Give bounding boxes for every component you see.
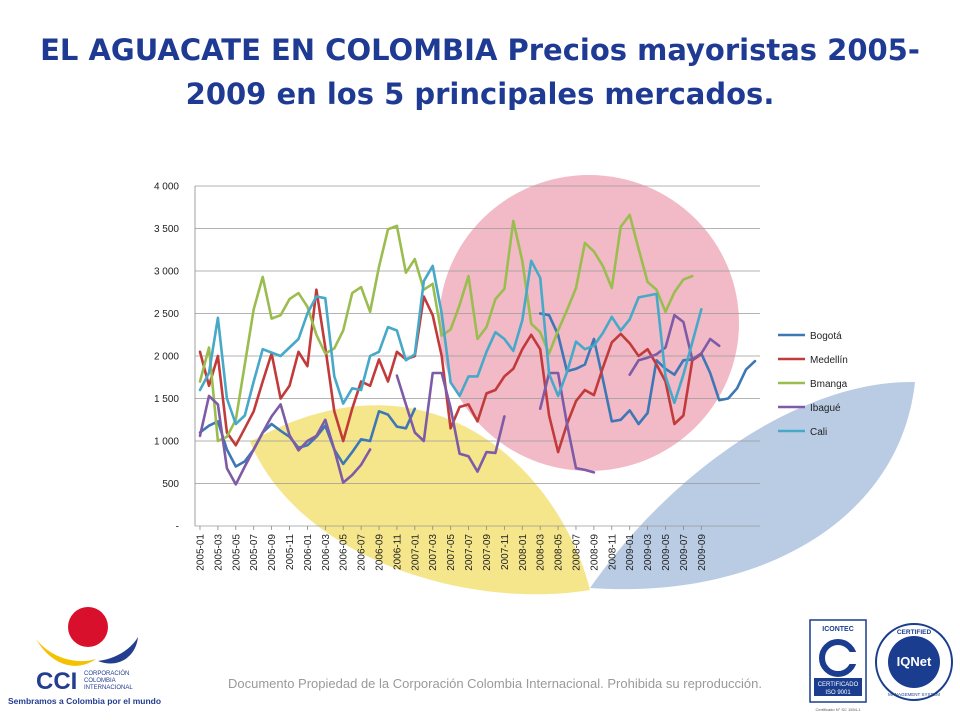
icontec-code: Certificado N° SC 1554-1 [816, 707, 862, 712]
legend-label: Bmanga [810, 379, 848, 390]
logo-cci-text: CCI [36, 668, 77, 695]
series-line-3 [198, 313, 721, 486]
x-tick-label: 2007-07 [464, 534, 475, 571]
iqnet-ring-text: CERTIFIED [897, 629, 932, 636]
x-tick-label: 2005-03 [213, 534, 224, 571]
x-tick-label: 2008-11 [607, 534, 618, 570]
legend-label: Bogotá [810, 331, 842, 342]
y-tick-label: 3 000 [154, 267, 179, 278]
y-tick-label: 4 000 [154, 182, 179, 193]
icontec-iso-label: ISO 9001 [825, 690, 851, 696]
iqnet-inner-icon [888, 636, 940, 688]
x-tick-label: 2007-05 [446, 534, 457, 571]
logo-tagline: Sembramos a Colombia por el mundo [8, 696, 161, 706]
pink-circle-shape [439, 175, 739, 471]
x-tick-label: 2008-05 [554, 534, 565, 571]
y-tick-label: 1 500 [154, 394, 179, 405]
x-tick-label: 2009-01 [625, 534, 636, 571]
iqnet-bottom-text: MANAGEMENT SYSTEM [888, 692, 940, 697]
logo-org-line3: INTERNACIONAL [84, 685, 133, 691]
y-tick-label: 2 000 [154, 352, 179, 363]
x-tick-label: 2009-03 [643, 534, 654, 571]
x-tick-label: 2008-03 [536, 534, 547, 571]
x-tick-label: 2005-11 [285, 534, 296, 570]
x-tick-label: 2005-01 [196, 534, 207, 571]
slide-title: EL AGUACATE EN COLOMBIA Precios mayorist… [40, 33, 920, 111]
x-tick-label: 2009-07 [679, 534, 690, 571]
chart-legend: Bogotá Medellín Bmanga Ibagué Cali [778, 331, 848, 438]
iqnet-brand: IQNet [897, 654, 932, 669]
x-tick-label: 2005-07 [249, 534, 260, 571]
x-tick-label: 2005-09 [267, 534, 278, 571]
legend-label: Ibagué [810, 403, 841, 414]
x-tick-label: 2009-05 [661, 534, 672, 571]
logo-blue-swoosh-icon [98, 637, 138, 664]
footer-notice: Documento Propiedad de la Corporación Co… [227, 676, 763, 691]
legend-label: Medellín [810, 355, 848, 366]
x-tick-label: 2006-11 [392, 534, 403, 570]
logo-org-line2: COLOMBIA [84, 678, 116, 684]
x-tick-label: 2007-01 [410, 534, 421, 571]
x-tick-label: 2006-01 [303, 534, 314, 571]
y-tick-label: 500 [162, 479, 179, 490]
series-line-2 [198, 213, 694, 443]
x-tick-label: 2006-09 [375, 534, 386, 571]
series-line-4 [198, 259, 703, 426]
x-tick-label: 2008-09 [589, 534, 600, 571]
icontec-c-gap [846, 652, 858, 664]
x-tick-label: 2007-11 [500, 534, 511, 570]
series-line-1 [198, 288, 703, 454]
logo-red-circle-icon [68, 607, 108, 647]
logo-yellow-swoosh-icon [36, 639, 96, 666]
x-tick-label: 2006-07 [357, 534, 368, 571]
certification-logos: ICONTEC CERTIFICADO ISO 9001 Certificado… [809, 619, 953, 712]
x-tick-label: 2008-01 [518, 534, 529, 571]
x-tick-label: 2005-05 [231, 534, 242, 571]
icontec-cert-label: CERTIFICADO [818, 682, 859, 688]
x-axis: 2005-01 2005-03 2005-05 2005-07 2005-09 2005-… [196, 526, 708, 571]
series-line-0 [198, 312, 757, 468]
icontec-banner [814, 678, 862, 696]
y-tick-label: 1 000 [154, 437, 179, 448]
y-tick-label: 2 500 [154, 309, 179, 320]
x-tick-label: 2008-07 [571, 534, 582, 571]
x-tick-label: 2006-05 [339, 534, 350, 571]
y-tick-label: - [176, 522, 179, 533]
y-tick-label: 3 500 [154, 224, 179, 235]
x-tick-label: 2006-03 [321, 534, 332, 571]
x-tick-label: 2007-03 [428, 534, 439, 571]
series-lines [198, 213, 757, 486]
icontec-label: ICONTEC [822, 626, 854, 633]
x-tick-label: 2007-09 [482, 534, 493, 571]
logo-org-line1: CORPORACIÓN [84, 670, 129, 677]
blue-leaf-shape [590, 381, 915, 590]
cci-logo: CCI CORPORACIÓN COLOMBIA INTERNACIONAL S… [8, 607, 161, 706]
x-tick-label: 2009-09 [697, 534, 708, 571]
y-axis: - 500 1 000 1 500 2 000 2 500 3 000 3 500 4 000 [154, 182, 196, 533]
legend-label: Cali [810, 427, 827, 438]
